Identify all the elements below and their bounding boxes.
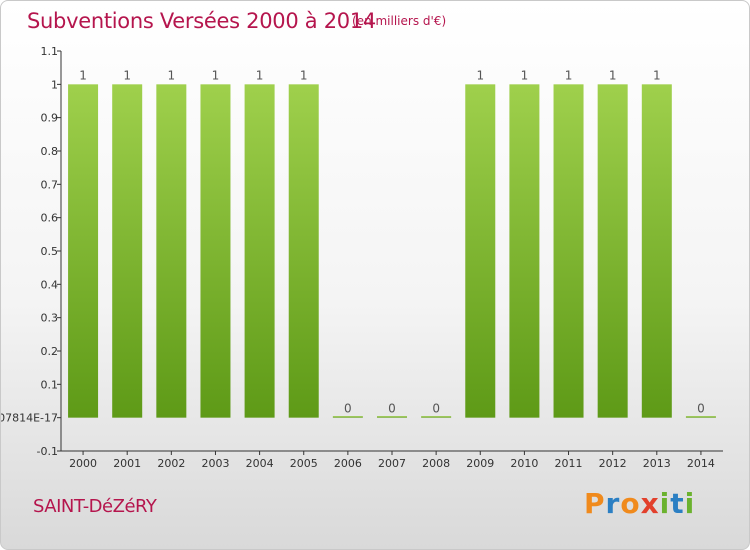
y-tick-label: 0.4 bbox=[41, 278, 59, 291]
bar bbox=[288, 84, 319, 418]
bar bbox=[377, 416, 407, 418]
bar bbox=[597, 84, 628, 418]
logo-letter: i bbox=[659, 487, 671, 520]
y-tick-label: 0.5 bbox=[41, 245, 59, 258]
data-label: 0 bbox=[697, 402, 705, 416]
data-label: 0 bbox=[388, 402, 396, 416]
y-tick-label: 0.9 bbox=[41, 112, 59, 125]
logo-letter: i bbox=[684, 487, 696, 520]
axes: 1.1 1 0.9 0.8 0.7 0.6 0.5 0.4 0.3 0.2 0.1 1.3877787… bbox=[1, 45, 723, 470]
y-tick-label: 0.6 bbox=[41, 212, 59, 225]
bars-group bbox=[68, 84, 716, 418]
bar bbox=[509, 84, 540, 418]
bar bbox=[421, 416, 452, 418]
chart-subtitle: (en milliers d'€) bbox=[352, 14, 447, 28]
x-tick-label: 2014 bbox=[687, 457, 715, 470]
bar bbox=[332, 416, 363, 418]
y-tick-label: 1.1 bbox=[41, 45, 59, 58]
y-tick-label: 0.3 bbox=[41, 312, 59, 325]
x-tick-label: 2012 bbox=[599, 457, 627, 470]
x-tick-label: 2007 bbox=[378, 457, 406, 470]
data-label: 1 bbox=[300, 68, 308, 82]
x-tick-label: 2006 bbox=[334, 457, 362, 470]
data-label: 1 bbox=[653, 68, 661, 82]
data-label: 1 bbox=[79, 68, 87, 82]
x-tick-label: 2001 bbox=[113, 457, 141, 470]
y-tick-label: 0.7 bbox=[41, 178, 59, 191]
x-tick-label: 2004 bbox=[246, 457, 274, 470]
proxiti-logo[interactable]: Proxiti bbox=[584, 487, 695, 520]
bar bbox=[244, 84, 275, 418]
y-tick-label: 0.1 bbox=[41, 378, 59, 391]
bar bbox=[465, 84, 496, 418]
y-tick-label: 0.8 bbox=[41, 145, 59, 158]
x-tick-label: 2000 bbox=[69, 457, 97, 470]
logo-letter: t bbox=[670, 487, 685, 520]
x-tick-label: 2005 bbox=[290, 457, 318, 470]
data-label: 0 bbox=[344, 402, 352, 416]
logo-letter: x bbox=[640, 487, 660, 520]
x-tick-label: 2010 bbox=[510, 457, 538, 470]
logo-letter: o bbox=[620, 487, 641, 520]
y-tick-label: -0.1 bbox=[37, 445, 58, 458]
bar bbox=[641, 84, 672, 418]
data-label: 0 bbox=[432, 402, 440, 416]
bar bbox=[200, 84, 231, 418]
data-label: 1 bbox=[168, 68, 176, 82]
data-label: 1 bbox=[212, 68, 220, 82]
x-tick-label: 2013 bbox=[643, 457, 671, 470]
x-tick-label: 2009 bbox=[466, 457, 494, 470]
chart-title: Subventions Versées 2000 à 2014 bbox=[27, 9, 376, 33]
y-tick-label: 1.3877787807814E-17 bbox=[1, 412, 58, 425]
commune-name: SAINT-DéZéRY bbox=[33, 496, 157, 517]
data-label: 1 bbox=[123, 68, 131, 82]
data-label: 1 bbox=[476, 68, 484, 82]
bar bbox=[156, 84, 187, 418]
x-tick-label: 2002 bbox=[157, 457, 185, 470]
bar bbox=[112, 84, 143, 418]
bar bbox=[68, 84, 99, 418]
y-tick-label: 1 bbox=[51, 78, 58, 91]
x-tick-label: 2008 bbox=[422, 457, 450, 470]
logo-letter: P bbox=[584, 487, 606, 520]
data-label: 1 bbox=[609, 68, 617, 82]
x-tick-label: 2011 bbox=[555, 457, 583, 470]
data-label: 1 bbox=[256, 68, 264, 82]
bar bbox=[685, 416, 716, 418]
x-tick-label: 2003 bbox=[201, 457, 229, 470]
data-label: 1 bbox=[565, 68, 573, 82]
logo-letter: r bbox=[605, 487, 621, 520]
data-label: 1 bbox=[521, 68, 529, 82]
bar bbox=[553, 84, 584, 418]
y-tick-label: 0.2 bbox=[41, 345, 59, 358]
labels-group: 1 1 1 1 1 1 0 0 0 1 1 1 1 1 0 bbox=[79, 68, 705, 415]
